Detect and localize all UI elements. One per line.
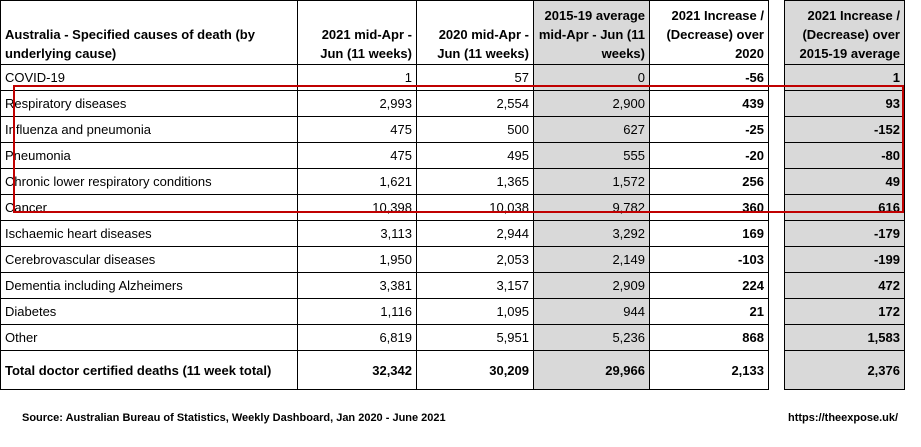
table-row: Influenza and pneumonia 475 500 627 -25 …: [0, 116, 905, 143]
header-2021: 2021 mid-Apr - Jun (11 weeks): [297, 0, 417, 65]
table-row: Dementia including Alzheimers 3,381 3,15…: [0, 272, 905, 299]
header-increase-over-2020: 2021 Increase / (Decrease) over 2020: [649, 0, 769, 65]
causes-of-death-table: Australia - Specified causes of death (b…: [0, 0, 905, 390]
value-2020: 57: [416, 64, 534, 91]
value-2020: 1,095: [416, 298, 534, 325]
table-row: Chronic lower respiratory conditions 1,6…: [0, 168, 905, 195]
value-average: 2,149: [533, 246, 650, 273]
value-average: 3,292: [533, 220, 650, 247]
value-average: 2,900: [533, 90, 650, 117]
header-increase-over-average: 2021 Increase / (Decrease) over 2015-19 …: [784, 0, 905, 65]
table-row: Cancer 10,398 10,038 9,782 360 616: [0, 194, 905, 221]
value-increase-average: -152: [784, 116, 905, 143]
value-2021: 1,621: [297, 168, 417, 195]
value-2021: 475: [297, 142, 417, 169]
value-increase-average: 49: [784, 168, 905, 195]
value-increase-2020: 360: [649, 194, 769, 221]
table-row: Ischaemic heart diseases 3,113 2,944 3,2…: [0, 220, 905, 247]
value-increase-average: 616: [784, 194, 905, 221]
value-increase-2020: 224: [649, 272, 769, 299]
value-average: 9,782: [533, 194, 650, 221]
value-increase-2020: -103: [649, 246, 769, 273]
total-2020: 30,209: [416, 350, 534, 390]
value-increase-average: 1: [784, 64, 905, 91]
header-2015-19-average: 2015-19 average mid-Apr - Jun (11 weeks): [533, 0, 650, 65]
value-2021: 475: [297, 116, 417, 143]
value-increase-2020: 21: [649, 298, 769, 325]
total-row: Total doctor certified deaths (11 week t…: [0, 350, 905, 390]
column-gap: [768, 0, 785, 65]
value-average: 555: [533, 142, 650, 169]
value-increase-2020: -20: [649, 142, 769, 169]
value-average: 2,909: [533, 272, 650, 299]
value-increase-2020: 256: [649, 168, 769, 195]
value-2020: 5,951: [416, 324, 534, 351]
value-2020: 2,944: [416, 220, 534, 247]
total-label: Total doctor certified deaths (11 week t…: [0, 350, 298, 390]
value-2021: 2,993: [297, 90, 417, 117]
deaths-table-wrapper: Australia - Specified causes of death (b…: [0, 0, 905, 390]
total-2021: 32,342: [297, 350, 417, 390]
table-body: COVID-19 1 57 0 -56 1 Respiratory diseas…: [0, 64, 905, 390]
cause-cell: Dementia including Alzheimers: [0, 272, 298, 299]
value-increase-average: 172: [784, 298, 905, 325]
cause-cell: Other: [0, 324, 298, 351]
value-increase-average: -80: [784, 142, 905, 169]
value-increase-average: 472: [784, 272, 905, 299]
value-average: 5,236: [533, 324, 650, 351]
value-2020: 10,038: [416, 194, 534, 221]
value-increase-average: 1,583: [784, 324, 905, 351]
table-row: Pneumonia 475 495 555 -20 -80: [0, 142, 905, 169]
table-row: Respiratory diseases 2,993 2,554 2,900 4…: [0, 90, 905, 117]
value-increase-2020: 868: [649, 324, 769, 351]
source-note: Source: Australian Bureau of Statistics,…: [22, 412, 446, 424]
cause-cell: Cancer: [0, 194, 298, 221]
value-average: 627: [533, 116, 650, 143]
table-row: Other 6,819 5,951 5,236 868 1,583: [0, 324, 905, 351]
cause-cell: Cerebrovascular diseases: [0, 246, 298, 273]
value-2021: 1,116: [297, 298, 417, 325]
value-2021: 1,950: [297, 246, 417, 273]
cause-cell: Influenza and pneumonia: [0, 116, 298, 143]
value-2021: 3,381: [297, 272, 417, 299]
header-row: Australia - Specified causes of death (b…: [0, 0, 905, 65]
value-increase-average: -179: [784, 220, 905, 247]
cause-cell: Respiratory diseases: [0, 90, 298, 117]
cause-cell: Diabetes: [0, 298, 298, 325]
value-2020: 3,157: [416, 272, 534, 299]
value-2020: 1,365: [416, 168, 534, 195]
value-2021: 3,113: [297, 220, 417, 247]
value-average: 1,572: [533, 168, 650, 195]
value-2020: 2,053: [416, 246, 534, 273]
value-increase-average: 93: [784, 90, 905, 117]
header-2020: 2020 mid-Apr - Jun (11 weeks): [416, 0, 534, 65]
table-row: Cerebrovascular diseases 1,950 2,053 2,1…: [0, 246, 905, 273]
value-average: 944: [533, 298, 650, 325]
cause-cell: Pneumonia: [0, 142, 298, 169]
site-url: https://theexpose.uk/: [788, 412, 899, 424]
cause-cell: COVID-19: [0, 64, 298, 91]
cause-cell: Ischaemic heart diseases: [0, 220, 298, 247]
value-2021: 6,819: [297, 324, 417, 351]
total-increase-2020: 2,133: [649, 350, 769, 390]
total-average: 29,966: [533, 350, 650, 390]
value-increase-2020: -25: [649, 116, 769, 143]
total-increase-average: 2,376: [784, 350, 905, 390]
table-row: Diabetes 1,116 1,095 944 21 172: [0, 298, 905, 325]
value-increase-2020: 169: [649, 220, 769, 247]
value-2020: 495: [416, 142, 534, 169]
value-increase-2020: -56: [649, 64, 769, 91]
header-cause: Australia - Specified causes of death (b…: [0, 0, 298, 65]
value-2020: 2,554: [416, 90, 534, 117]
value-average: 0: [533, 64, 650, 91]
value-2021: 10,398: [297, 194, 417, 221]
cause-cell: Chronic lower respiratory conditions: [0, 168, 298, 195]
value-2020: 500: [416, 116, 534, 143]
value-increase-2020: 439: [649, 90, 769, 117]
value-increase-average: -199: [784, 246, 905, 273]
table-row: COVID-19 1 57 0 -56 1: [0, 64, 905, 91]
value-2021: 1: [297, 64, 417, 91]
